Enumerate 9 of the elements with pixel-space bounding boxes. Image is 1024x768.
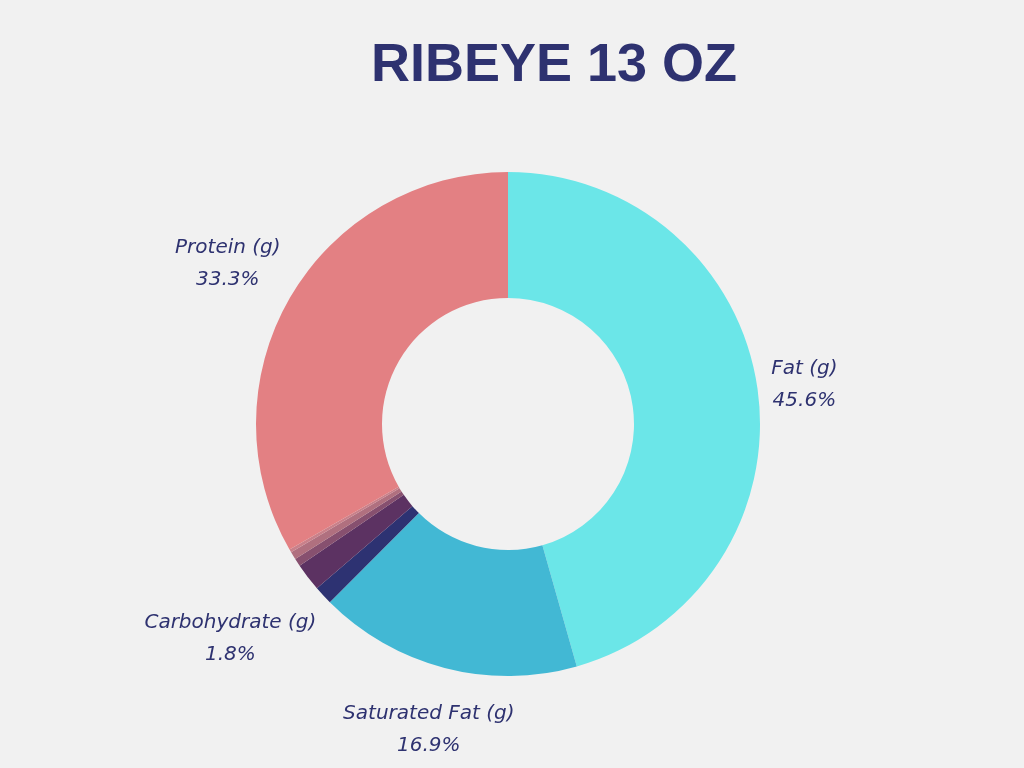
slice-label: Carbohydrate (g) <box>144 608 317 633</box>
data-label: 1.8% <box>204 640 256 665</box>
chart-title: RIBEYE 13 OZ <box>370 32 738 92</box>
data-label: 33.3% <box>196 265 260 290</box>
data-label: 45.6% <box>772 386 837 411</box>
slice-label: Fat (g) <box>771 354 838 379</box>
data-label: 16.9% <box>397 732 461 757</box>
slice-label: Protein (g) <box>175 233 281 258</box>
slice-label: Saturated Fat (g) <box>343 700 515 725</box>
